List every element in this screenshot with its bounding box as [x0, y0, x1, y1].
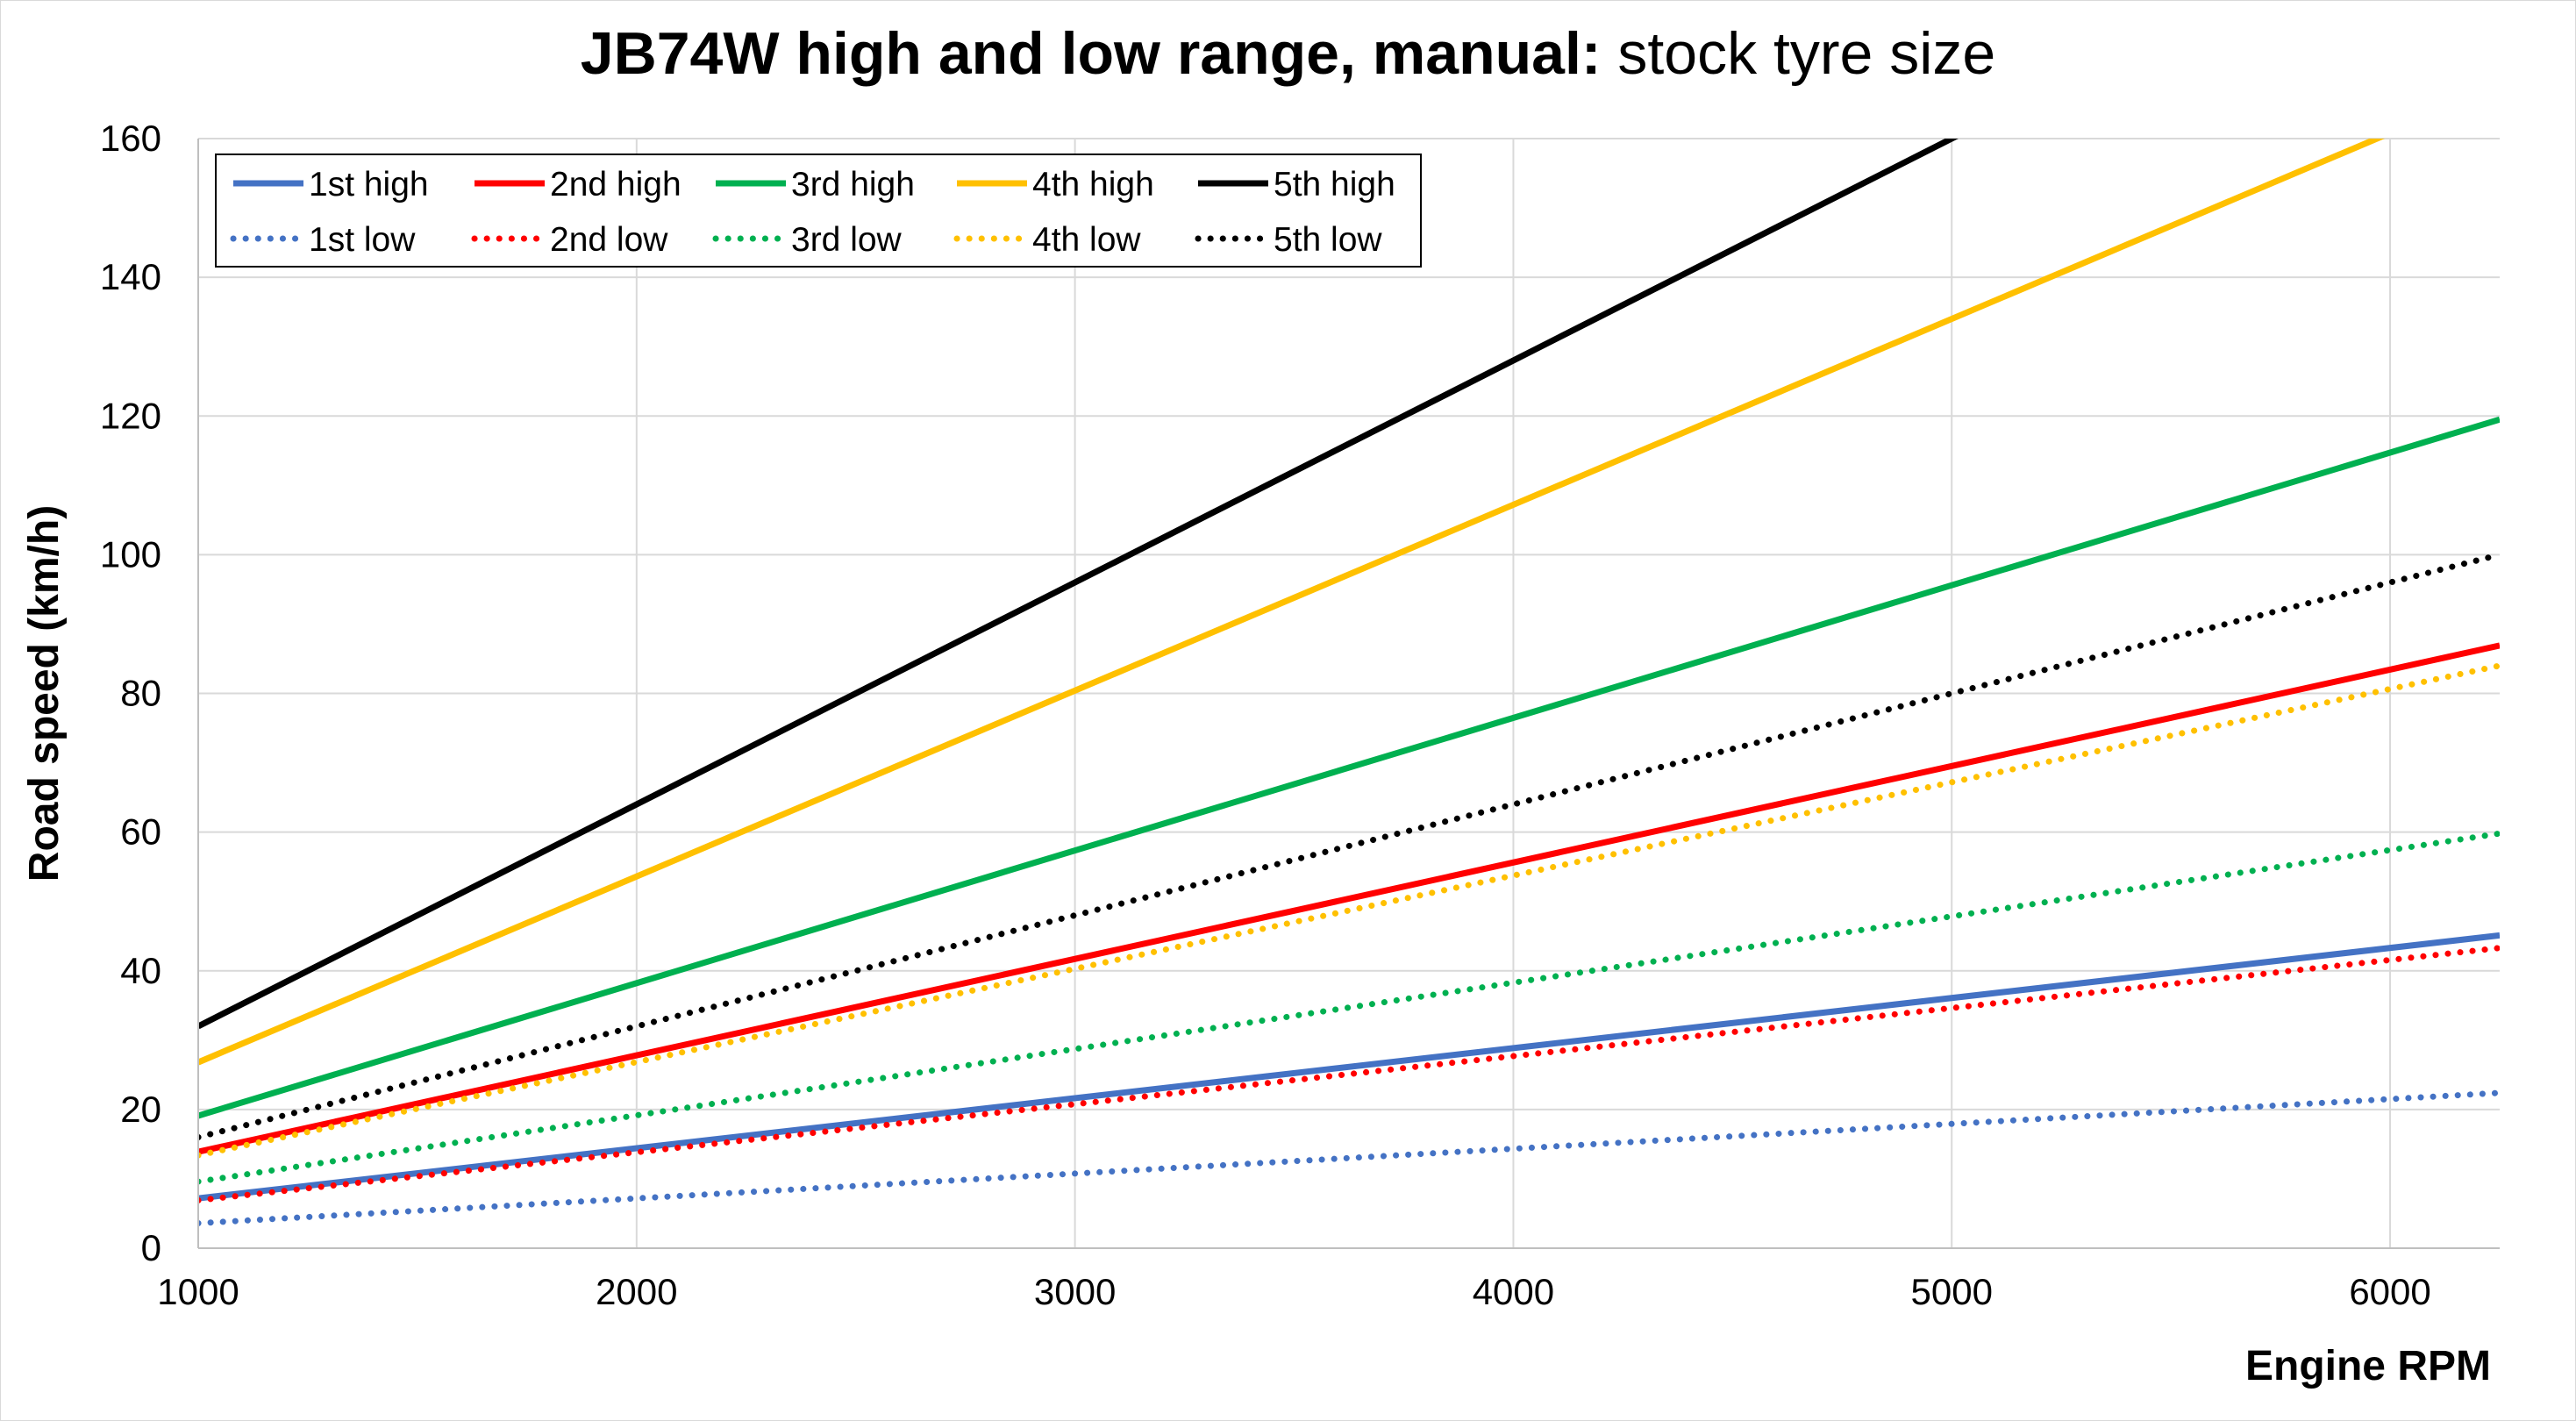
- series-line-4th-high: [198, 139, 2386, 1066]
- legend-box: [215, 154, 1422, 268]
- grid-lines: [198, 138, 2500, 1248]
- series-line-1st-high: [198, 932, 2500, 1202]
- series-line-4th-low: [198, 662, 2500, 1159]
- series-line-2nd-low: [198, 945, 2500, 1203]
- chart-title: JB74W high and low range, manual: stock …: [0, 19, 2576, 88]
- legend-label: 4th high: [1032, 166, 1154, 204]
- x-tick-label: 4000: [1473, 1271, 1554, 1312]
- y-tick-label: 20: [120, 1089, 161, 1130]
- y-axis-label: Road speed (km/h): [21, 505, 68, 882]
- y-tick-label: 160: [100, 118, 161, 159]
- legend-label: 5th high: [1274, 166, 1395, 204]
- x-tick-label: 1000: [157, 1271, 239, 1312]
- chart-title-normal: stock tyre size: [1617, 20, 1996, 87]
- x-tick-label: 6000: [2349, 1271, 2430, 1312]
- legend: 1st high 2nd high 3rd high 4th high 5th high…: [215, 154, 1422, 268]
- legend-label: 3rd high: [791, 166, 915, 204]
- legend-label: 2nd low: [550, 221, 668, 259]
- y-tick-label: 120: [100, 395, 161, 436]
- series-line-5th-high: [198, 139, 1959, 1030]
- x-tick-label: 2000: [596, 1271, 677, 1312]
- series-line-5th-low: [198, 551, 2500, 1140]
- y-tick-label: 0: [141, 1227, 161, 1268]
- series-line-1st-low: [198, 1089, 2500, 1226]
- legend-label: 1st high: [309, 166, 429, 204]
- y-tick-label: 80: [120, 673, 161, 714]
- y-tick-label: 40: [120, 950, 161, 991]
- legend-label: 3rd low: [791, 221, 903, 259]
- y-tick-label: 100: [100, 533, 161, 575]
- y-tick-label: 60: [120, 811, 161, 853]
- x-tick-label: 5000: [1911, 1271, 1993, 1312]
- legend-label: 1st low: [309, 221, 416, 259]
- series-line-2nd-high: [198, 642, 2500, 1155]
- legend-label: 4th low: [1032, 221, 1141, 259]
- series-lines: [198, 139, 2500, 1226]
- legend-label: 5th low: [1274, 221, 1382, 259]
- y-tick-label: 140: [100, 256, 161, 297]
- legend-label: 2nd high: [550, 166, 681, 204]
- series-line-3rd-high: [198, 416, 2500, 1119]
- chart-title-bold: JB74W high and low range, manual:: [580, 20, 1602, 87]
- x-axis-label: Engine RPM: [2245, 1343, 2491, 1389]
- series-line-3rd-low: [198, 830, 2500, 1185]
- x-tick-label: 3000: [1034, 1271, 1116, 1312]
- axes: 0 20 40 60 80 100 120 140 160 1000 2000 3000 4000 500…: [21, 118, 2500, 1389]
